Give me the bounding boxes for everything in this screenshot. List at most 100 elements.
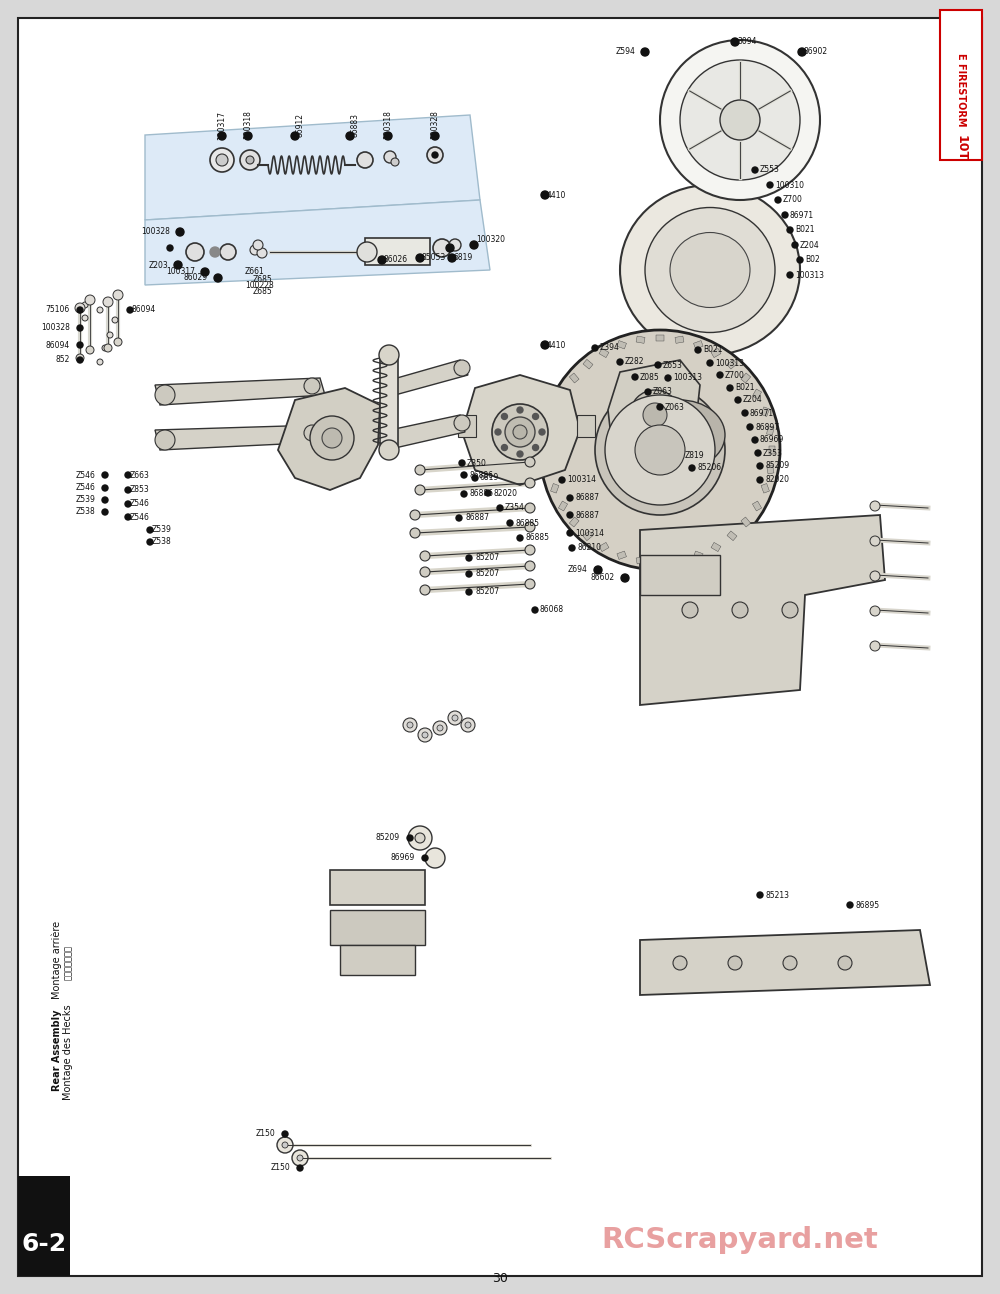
Text: Montage arrière: Montage arrière bbox=[52, 921, 62, 999]
Circle shape bbox=[459, 459, 465, 466]
Circle shape bbox=[592, 345, 598, 351]
Circle shape bbox=[870, 571, 880, 581]
Text: 86971: 86971 bbox=[750, 409, 774, 418]
Circle shape bbox=[673, 956, 687, 970]
Circle shape bbox=[420, 567, 430, 577]
Circle shape bbox=[86, 345, 94, 355]
Circle shape bbox=[454, 415, 470, 431]
Circle shape bbox=[220, 245, 236, 260]
Circle shape bbox=[594, 565, 602, 575]
Circle shape bbox=[346, 132, 354, 140]
Circle shape bbox=[540, 330, 780, 569]
Circle shape bbox=[692, 40, 788, 136]
Circle shape bbox=[113, 290, 123, 300]
Text: 6819: 6819 bbox=[480, 474, 499, 483]
Circle shape bbox=[410, 528, 420, 538]
Text: Z685: Z685 bbox=[253, 287, 273, 296]
Text: Z354: Z354 bbox=[505, 503, 525, 512]
Bar bbox=[636, 556, 645, 564]
Ellipse shape bbox=[670, 233, 750, 308]
Bar bbox=[617, 340, 626, 349]
Circle shape bbox=[720, 100, 760, 140]
Circle shape bbox=[783, 956, 797, 970]
Circle shape bbox=[798, 48, 806, 56]
Bar bbox=[727, 531, 737, 541]
Circle shape bbox=[112, 317, 118, 324]
Circle shape bbox=[532, 607, 538, 613]
Text: Z694: Z694 bbox=[568, 565, 588, 575]
Circle shape bbox=[747, 424, 753, 430]
Circle shape bbox=[125, 501, 131, 507]
Text: Z661: Z661 bbox=[245, 268, 265, 277]
Bar bbox=[940, 10, 982, 160]
Text: 100317: 100317 bbox=[166, 268, 195, 277]
Text: 86094: 86094 bbox=[46, 340, 70, 349]
Circle shape bbox=[210, 148, 234, 172]
Bar bbox=[330, 910, 425, 945]
Bar bbox=[675, 336, 684, 343]
Circle shape bbox=[567, 496, 573, 501]
Bar bbox=[656, 335, 664, 342]
Text: 100313: 100313 bbox=[673, 374, 702, 383]
Text: 100314: 100314 bbox=[567, 475, 596, 484]
Circle shape bbox=[240, 150, 260, 170]
Circle shape bbox=[186, 243, 204, 261]
Text: 852: 852 bbox=[56, 356, 70, 365]
Bar bbox=[558, 389, 568, 399]
Circle shape bbox=[379, 440, 399, 459]
Text: Rear Assembly: Rear Assembly bbox=[52, 1009, 62, 1091]
Bar bbox=[727, 360, 737, 369]
Polygon shape bbox=[278, 388, 380, 490]
Circle shape bbox=[410, 510, 420, 520]
Circle shape bbox=[525, 521, 535, 532]
Circle shape bbox=[384, 151, 396, 163]
Text: 3094: 3094 bbox=[737, 38, 757, 47]
Circle shape bbox=[418, 729, 432, 741]
Circle shape bbox=[456, 515, 462, 521]
Text: Z538: Z538 bbox=[152, 537, 172, 546]
Circle shape bbox=[752, 167, 758, 173]
Text: 100313: 100313 bbox=[715, 358, 744, 367]
Text: Z204: Z204 bbox=[800, 241, 820, 250]
Text: Z350: Z350 bbox=[467, 458, 487, 467]
Circle shape bbox=[657, 404, 663, 410]
Text: 6-2: 6-2 bbox=[21, 1232, 67, 1256]
Circle shape bbox=[461, 490, 467, 497]
Text: Z546: Z546 bbox=[75, 484, 95, 493]
Circle shape bbox=[408, 826, 432, 850]
Circle shape bbox=[567, 531, 573, 536]
Circle shape bbox=[525, 477, 535, 488]
Circle shape bbox=[466, 571, 472, 577]
Bar bbox=[694, 340, 703, 349]
Text: Z394: Z394 bbox=[600, 343, 620, 352]
Circle shape bbox=[533, 414, 539, 419]
Circle shape bbox=[103, 298, 113, 307]
Circle shape bbox=[216, 154, 228, 166]
Circle shape bbox=[102, 472, 108, 477]
Circle shape bbox=[425, 848, 445, 868]
Circle shape bbox=[422, 732, 428, 738]
Circle shape bbox=[427, 148, 443, 163]
Circle shape bbox=[655, 362, 661, 367]
Text: 85053: 85053 bbox=[422, 254, 446, 263]
Circle shape bbox=[437, 725, 443, 731]
Circle shape bbox=[244, 132, 252, 140]
Text: Z685: Z685 bbox=[253, 276, 273, 285]
Text: 100328: 100328 bbox=[41, 324, 70, 333]
Text: 86887: 86887 bbox=[465, 514, 489, 523]
Text: Z150: Z150 bbox=[270, 1163, 290, 1172]
Polygon shape bbox=[390, 360, 468, 395]
Circle shape bbox=[525, 503, 535, 512]
Circle shape bbox=[466, 589, 472, 595]
Circle shape bbox=[870, 536, 880, 546]
Circle shape bbox=[643, 402, 667, 427]
Bar bbox=[380, 355, 398, 445]
Text: Z150: Z150 bbox=[255, 1130, 275, 1139]
Text: Z063: Z063 bbox=[665, 402, 685, 411]
Circle shape bbox=[391, 158, 399, 166]
Circle shape bbox=[77, 357, 83, 364]
Text: 86602: 86602 bbox=[591, 573, 615, 582]
Polygon shape bbox=[608, 360, 700, 465]
Circle shape bbox=[717, 371, 723, 378]
Circle shape bbox=[567, 512, 573, 518]
